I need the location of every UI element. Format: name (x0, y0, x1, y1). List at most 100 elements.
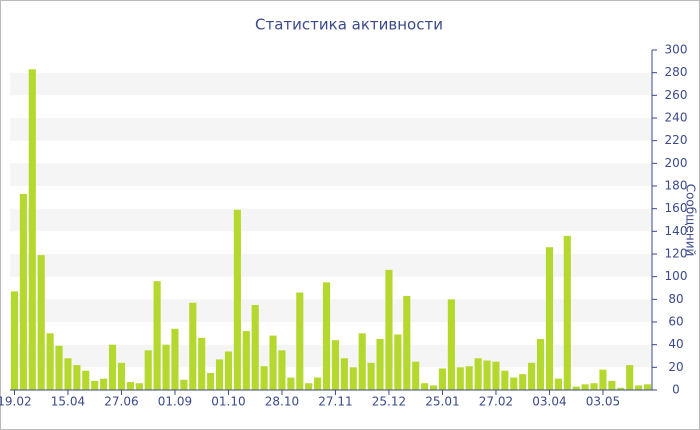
bar (572, 386, 580, 390)
bar (376, 339, 384, 390)
bar (599, 369, 607, 390)
x-tick-label: 15.04 (51, 395, 85, 409)
bar (385, 269, 393, 390)
bar (55, 345, 63, 390)
bar (635, 385, 643, 390)
bar (492, 361, 500, 390)
bar (626, 365, 634, 390)
bar (358, 333, 366, 390)
bar (215, 359, 224, 390)
x-tick-label: 27.11 (318, 395, 352, 409)
x-tick-label: 01.09 (158, 395, 192, 409)
bar (144, 350, 152, 390)
bar (438, 368, 447, 390)
grid-band (10, 163, 652, 186)
bar (403, 295, 411, 390)
bar (287, 377, 295, 390)
bar (260, 366, 268, 390)
grid-band (10, 208, 652, 232)
bar (367, 362, 375, 390)
y-axis-label: Сообщений (684, 184, 698, 257)
bar (394, 334, 402, 390)
y-tick-label: 280 (665, 65, 688, 79)
grid-band (10, 254, 652, 277)
bar (224, 351, 233, 390)
bar (554, 378, 562, 390)
bar (340, 358, 348, 390)
bar (46, 333, 54, 390)
y-tick-label: 200 (665, 156, 688, 170)
x-tick-label: 25.12 (372, 395, 406, 409)
bar (37, 255, 45, 390)
bar (421, 383, 429, 390)
bar (73, 365, 81, 390)
bar (483, 360, 491, 390)
grid-band (10, 344, 652, 368)
y-tick-label: 180 (665, 179, 688, 193)
x-tick-label: 27.02 (479, 395, 513, 409)
bar (563, 235, 571, 390)
bar (412, 361, 420, 390)
y-tick-label: 60 (668, 315, 683, 329)
bar (233, 209, 241, 390)
y-tick-label: 160 (665, 201, 688, 215)
bar (180, 379, 188, 390)
bar (501, 370, 509, 390)
bar (278, 350, 286, 390)
grid-band (10, 299, 652, 322)
bar (590, 383, 598, 390)
bar (171, 328, 179, 390)
y-tick-label: 80 (668, 292, 683, 306)
bar (117, 362, 126, 390)
bar (126, 382, 134, 390)
y-tick-label: 20 (668, 360, 683, 374)
bar (28, 69, 36, 391)
y-tick-label: 220 (665, 133, 688, 147)
y-tick-label: 140 (665, 224, 688, 238)
bar (198, 337, 206, 390)
bar (19, 193, 27, 390)
grid-band (10, 118, 652, 141)
y-tick-label: 260 (665, 88, 688, 102)
x-tick-label: 03.04 (532, 395, 566, 409)
bar (10, 291, 19, 390)
y-tick-label: 0 (672, 383, 680, 397)
x-tick-label: 25.01 (425, 395, 459, 409)
bar (545, 247, 554, 390)
bar (135, 383, 143, 390)
bar (429, 385, 438, 390)
bar (82, 370, 90, 390)
bar (581, 384, 589, 390)
y-tick-label: 120 (665, 247, 688, 261)
bar (474, 358, 482, 390)
x-tick-label: 27.06 (104, 395, 138, 409)
bar (251, 305, 259, 390)
y-tick-label: 40 (668, 337, 683, 351)
y-tick-label: 240 (665, 111, 688, 125)
bar (465, 366, 473, 390)
bar (108, 344, 117, 390)
bar (153, 281, 161, 390)
x-tick-label: 03.05 (586, 395, 620, 409)
chart-title: Статистика активности (255, 16, 443, 34)
bar (162, 344, 170, 390)
bar (456, 367, 464, 390)
bar (519, 374, 527, 390)
bar (331, 340, 340, 390)
bar (528, 362, 536, 390)
bar (322, 282, 331, 390)
bar (510, 377, 518, 390)
bar (189, 302, 197, 390)
bar (536, 339, 545, 390)
bar (64, 358, 72, 390)
y-tick-label: 100 (665, 269, 688, 283)
bar (269, 335, 277, 390)
bar (643, 384, 652, 390)
bar (314, 377, 322, 390)
x-tick-label: 19.02 (0, 395, 32, 409)
bar (617, 387, 625, 390)
bar (91, 380, 99, 390)
x-tick-label: 28.10 (265, 395, 299, 409)
grid-band (10, 72, 652, 96)
